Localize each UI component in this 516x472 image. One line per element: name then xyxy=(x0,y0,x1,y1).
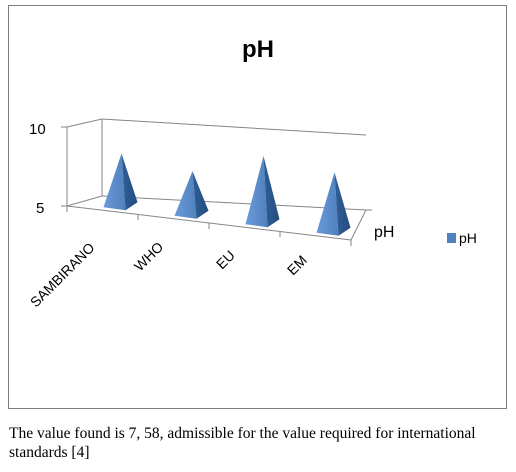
category-label-eu: EU xyxy=(213,247,238,272)
pyramid-front-face-em xyxy=(316,172,339,236)
y-axis xyxy=(61,126,67,207)
pyramid-side-face-eu xyxy=(263,155,280,228)
pyramid-series xyxy=(103,153,351,236)
category-label-sambirano: SAMBIRANO xyxy=(27,239,98,310)
pyramid-front-face-sambirano xyxy=(103,153,126,211)
pyramid-side-face-sambirano xyxy=(121,153,138,211)
back-wall-top-edge xyxy=(101,118,367,136)
legend-label: pH xyxy=(459,230,477,246)
y-tick-label-10: 10 xyxy=(29,121,46,138)
pyramid-side-face-em xyxy=(334,172,351,236)
legend-swatch xyxy=(447,233,456,243)
pyramid-side-face-who xyxy=(192,171,209,219)
legend: pH xyxy=(447,230,477,246)
floor-back-edge xyxy=(101,195,367,211)
floor-left-edge xyxy=(66,195,103,207)
category-label-em: EM xyxy=(284,252,310,278)
figure-caption: The value found is 7, 58, admissible for… xyxy=(9,425,476,461)
y-tick-label-5: 5 xyxy=(36,200,44,217)
pyramid-chart: pH 10 5 pH SAMBIRANO WHO EU EM pH xyxy=(27,36,477,310)
x-axis-ticks xyxy=(66,206,352,246)
pyramid-front-face-eu xyxy=(245,155,268,228)
left-wall-top-edge xyxy=(66,118,103,128)
depth-axis-label: pH xyxy=(374,224,394,241)
category-label-who: WHO xyxy=(131,239,167,275)
pyramid-front-face-who xyxy=(174,171,197,219)
floor-right-edge xyxy=(350,209,367,241)
chart-title: pH xyxy=(242,36,274,63)
